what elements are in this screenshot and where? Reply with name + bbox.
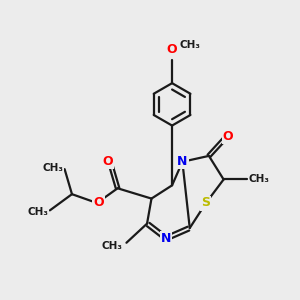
Text: O: O xyxy=(167,44,177,56)
Text: N: N xyxy=(161,232,171,245)
Text: CH₃: CH₃ xyxy=(42,163,63,173)
Text: CH₃: CH₃ xyxy=(249,174,270,184)
Text: CH₃: CH₃ xyxy=(101,241,122,251)
Text: N: N xyxy=(177,155,188,168)
Text: S: S xyxy=(201,196,210,209)
Text: O: O xyxy=(223,130,233,143)
Text: CH₃: CH₃ xyxy=(179,40,200,50)
Text: O: O xyxy=(102,155,112,168)
Text: O: O xyxy=(93,196,104,209)
Text: CH₃: CH₃ xyxy=(27,207,48,217)
